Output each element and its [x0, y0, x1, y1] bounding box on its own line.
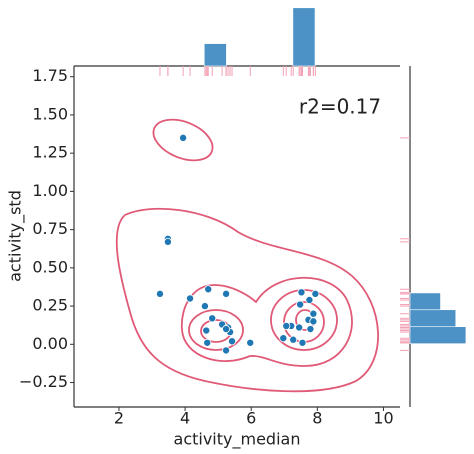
x-tick-label: 10	[373, 409, 393, 428]
y-tick-label: 0.50	[32, 257, 68, 276]
y-tick-label: 1.00	[32, 181, 68, 200]
scatter-point	[208, 314, 217, 323]
scatter-point	[295, 323, 304, 332]
annotation: r2=0.17	[299, 95, 381, 119]
scatter-point	[246, 338, 255, 347]
y-tick-label: 0.75	[32, 219, 68, 238]
scatter-point	[309, 309, 318, 318]
scatter-point	[228, 337, 237, 346]
scatter-point	[298, 338, 307, 347]
scatter-point	[289, 335, 298, 344]
kde-contour	[180, 276, 353, 367]
scatter-point	[311, 289, 320, 298]
scatter-point	[186, 294, 195, 303]
scatter-point	[282, 321, 291, 330]
scatter-point	[179, 133, 188, 142]
y-tick-label: 1.50	[32, 104, 68, 123]
kde-contour	[115, 207, 379, 393]
y-tick-label: 0.00	[32, 334, 68, 353]
scatter-point	[155, 289, 164, 298]
x-tick-label: 6	[246, 409, 256, 428]
y-tick-label: −0.25	[19, 372, 68, 391]
x-axis-label: activity_median	[174, 430, 301, 450]
scatter-point	[297, 288, 306, 297]
scatter-point	[296, 300, 305, 309]
histogram-bar	[292, 7, 316, 67]
scatter-point	[305, 295, 314, 304]
scatter-point	[222, 346, 231, 355]
kde-contour	[152, 118, 214, 162]
scatter-point	[163, 237, 172, 246]
scatter-point	[204, 285, 213, 294]
x-tick-label: 8	[312, 409, 322, 428]
scatter-point	[200, 302, 209, 311]
scatter-point	[309, 317, 318, 326]
x-tick-label: 2	[114, 409, 124, 428]
histogram-bar	[203, 43, 227, 67]
kde-contour	[188, 309, 244, 351]
histogram-bar	[409, 292, 441, 311]
y-tick-label: 1.25	[32, 143, 68, 162]
y-tick-label: 1.75	[32, 66, 68, 85]
histogram-bar	[409, 326, 467, 344]
y-tick-label: 0.25	[32, 296, 68, 315]
scatter-point	[222, 325, 231, 334]
scatter-point	[306, 325, 315, 334]
scatter-point	[203, 338, 212, 347]
histogram-bar	[409, 309, 457, 328]
y-axis-label: activity_std	[6, 190, 26, 282]
x-tick-label: 4	[180, 409, 190, 428]
scatter-point	[222, 289, 231, 298]
scatter-point	[279, 334, 288, 343]
scatter-point	[202, 326, 211, 335]
